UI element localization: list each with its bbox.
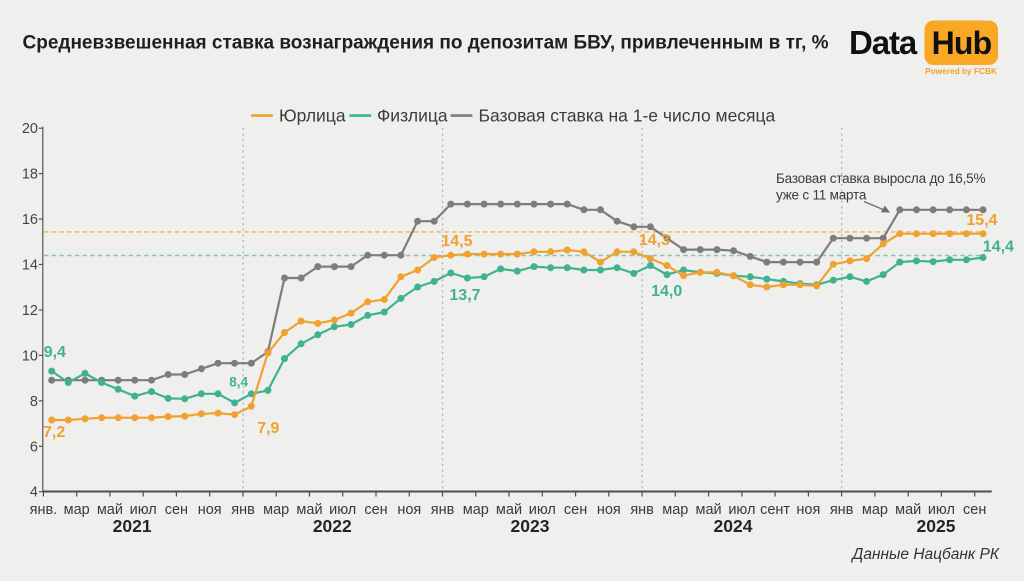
svg-text:сен: сен	[564, 502, 587, 518]
svg-text:2023: 2023	[511, 516, 550, 536]
svg-text:Юрлица: Юрлица	[279, 106, 346, 126]
svg-text:14: 14	[22, 258, 38, 274]
svg-text:7,9: 7,9	[257, 420, 279, 437]
svg-text:Базовая ставка на 1-е число ме: Базовая ставка на 1-е число месяца	[479, 106, 776, 126]
svg-text:14,0: 14,0	[651, 283, 682, 300]
svg-text:8,4: 8,4	[229, 374, 248, 389]
svg-text:мар: мар	[862, 502, 888, 518]
svg-text:уже с 11 марта: уже с 11 марта	[776, 188, 867, 203]
svg-text:Powered by FCBK: Powered by FCBK	[925, 66, 997, 76]
svg-text:Data: Data	[849, 24, 918, 61]
svg-text:мар: мар	[64, 502, 90, 518]
svg-text:июл: июл	[329, 502, 356, 518]
svg-text:июл: июл	[728, 502, 755, 518]
svg-text:мар: мар	[263, 502, 289, 518]
svg-text:май: май	[496, 502, 522, 518]
svg-text:7,2: 7,2	[43, 424, 65, 441]
svg-text:20: 20	[22, 121, 38, 137]
svg-text:2024: 2024	[714, 516, 753, 536]
svg-text:сен: сен	[364, 502, 387, 518]
svg-text:2022: 2022	[313, 516, 352, 536]
svg-text:Базовая ставка выросла до 16,5: Базовая ставка выросла до 16,5%	[776, 171, 985, 186]
svg-text:Данные Нацбанк РК: Данные Нацбанк РК	[850, 546, 999, 563]
svg-text:июл: июл	[130, 502, 157, 518]
svg-text:сен: сен	[963, 502, 986, 518]
svg-text:2021: 2021	[113, 516, 152, 536]
svg-text:ноя: ноя	[397, 502, 421, 518]
svg-text:14,4: 14,4	[983, 239, 1014, 256]
svg-text:май: май	[296, 502, 322, 518]
svg-text:сент: сент	[760, 502, 790, 518]
svg-text:янв.: янв.	[30, 502, 58, 518]
svg-text:Hub: Hub	[932, 25, 992, 61]
svg-text:8: 8	[30, 394, 38, 410]
svg-text:янв: янв	[630, 502, 654, 518]
svg-text:14,5: 14,5	[441, 233, 472, 250]
svg-text:16: 16	[22, 212, 38, 228]
svg-text:май: май	[696, 502, 722, 518]
svg-text:сен: сен	[165, 502, 188, 518]
svg-text:мар: мар	[463, 502, 489, 518]
svg-text:янв: янв	[431, 502, 455, 518]
svg-text:15,4: 15,4	[966, 212, 997, 229]
svg-text:4: 4	[30, 485, 38, 501]
svg-text:2025: 2025	[917, 516, 956, 536]
svg-text:Средневзвешенная ставка вознаг: Средневзвешенная ставка вознаграждения п…	[23, 32, 829, 53]
svg-text:Физлица: Физлица	[377, 106, 448, 126]
svg-text:янв: янв	[231, 502, 255, 518]
svg-text:14,3: 14,3	[639, 232, 670, 249]
svg-text:13,7: 13,7	[449, 287, 480, 304]
svg-text:июл: июл	[928, 502, 955, 518]
svg-text:ноя: ноя	[597, 502, 621, 518]
svg-text:12: 12	[22, 303, 38, 319]
svg-text:май: май	[97, 502, 123, 518]
svg-text:июл: июл	[529, 502, 556, 518]
svg-text:9,4: 9,4	[44, 344, 66, 361]
svg-text:ноя: ноя	[796, 502, 820, 518]
svg-text:ноя: ноя	[198, 502, 222, 518]
svg-text:6: 6	[30, 439, 38, 455]
svg-text:18: 18	[22, 167, 38, 183]
svg-text:май: май	[895, 502, 921, 518]
svg-text:10: 10	[22, 348, 38, 364]
svg-text:янв: янв	[830, 502, 854, 518]
svg-text:мар: мар	[662, 502, 688, 518]
